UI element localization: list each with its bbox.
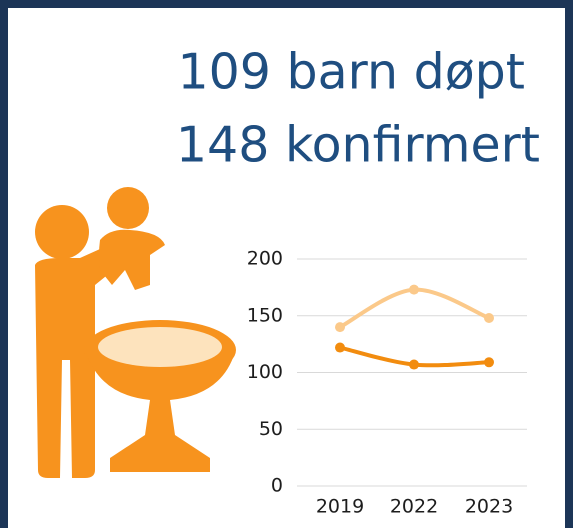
- x-tick-label: 2019: [316, 496, 364, 518]
- point: [335, 322, 345, 333]
- y-tick-label: 100: [247, 361, 283, 383]
- basin-water: [98, 327, 222, 367]
- point: [409, 284, 419, 295]
- x-tick-label: 2023: [465, 496, 513, 518]
- point: [409, 359, 419, 370]
- y-tick-label: 0: [271, 475, 283, 497]
- y-tick-label: 150: [247, 304, 283, 326]
- headline-2: 148 konfirmert: [176, 117, 540, 174]
- point: [484, 313, 494, 324]
- y-tick-label: 200: [247, 248, 283, 270]
- x-tick-label: 2022: [390, 496, 438, 518]
- point: [484, 357, 494, 368]
- headline-1: 109 barn døpt: [177, 44, 525, 101]
- y-tick-label: 50: [259, 418, 283, 440]
- point: [335, 342, 345, 353]
